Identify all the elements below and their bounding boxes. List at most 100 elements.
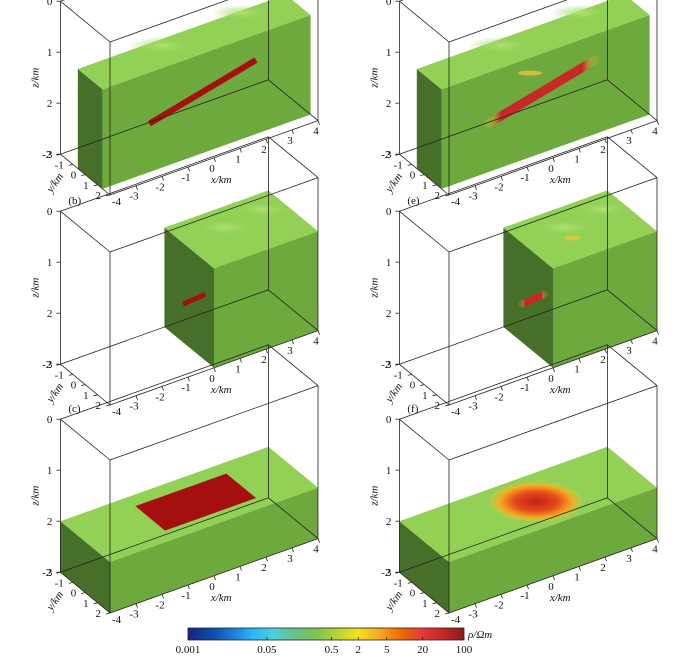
y-tick [68, 582, 73, 584]
y-tick-label: -2 [42, 359, 51, 371]
z-axis-label: z/km [29, 68, 41, 89]
x-tick-label: -1 [181, 382, 190, 394]
x-tick [604, 349, 607, 354]
anomaly-plate [135, 473, 257, 531]
x-tick [239, 358, 242, 363]
z-tick-label: 2 [386, 98, 392, 110]
y-corner-tick-label: -4 [451, 406, 461, 418]
y-corner-tick-label: -4 [112, 614, 122, 626]
colorbar-tick-label: 20 [417, 644, 429, 656]
y-tick-label: -2 [42, 567, 51, 579]
z-tick-label: 2 [47, 516, 53, 528]
x-tick-label: 1 [235, 154, 241, 166]
z-axis-label: z/km [368, 68, 380, 89]
y-tick [93, 602, 98, 605]
y-tick-label: 1 [83, 390, 89, 402]
x-tick-label: 3 [287, 135, 293, 147]
x-tick-label: 1 [574, 364, 580, 376]
box-edge [399, 497, 608, 573]
x-tick [474, 395, 477, 400]
z-tick-label: 0 [386, 206, 392, 218]
x-tick [526, 166, 529, 172]
topography-hill [551, 4, 612, 21]
z-tick-label: 3 [386, 567, 392, 579]
box-edge [60, 79, 269, 155]
block-side-face [60, 521, 110, 613]
x-tick [161, 594, 164, 599]
topography-hill [233, 201, 294, 218]
topography-hill [530, 218, 599, 237]
y-tick-label: -2 [381, 149, 390, 161]
box-edge [607, 344, 658, 386]
x-tick-label: -3 [129, 401, 139, 413]
x-tick-label: -1 [520, 382, 529, 394]
y-tick-label: -1 [394, 159, 403, 171]
x-tick-label: 3 [287, 553, 293, 565]
topography-hill [191, 218, 260, 237]
x-axis-label: x/km [549, 174, 571, 186]
y-tick-label: -2 [42, 149, 51, 161]
x-tick [578, 566, 581, 571]
panel-label: (e) [407, 195, 420, 207]
z-tick-label: 2 [47, 98, 53, 110]
y-tick-label: 0 [71, 588, 77, 600]
x-tick [604, 557, 607, 562]
y-tick-label: 0 [410, 588, 416, 600]
x-tick [500, 176, 503, 181]
box-edge [60, 136, 269, 212]
box-edge [399, 0, 404, 2]
x-tick [239, 566, 242, 571]
colorbar-ticks: 0.001 0.05 0.5 2 5 20 100 [176, 637, 473, 656]
y-tick-label: 1 [83, 598, 89, 610]
x-tick [630, 129, 633, 135]
y-tick-label: 0 [71, 380, 77, 392]
box-edge [607, 497, 658, 539]
z-tick-label: 1 [47, 257, 53, 269]
x-tick-label: 4 [313, 126, 319, 138]
z-tick-label: 0 [47, 414, 53, 426]
z-tick-label: 0 [386, 414, 392, 426]
box-edge [268, 497, 319, 539]
box-edge [268, 289, 319, 331]
y-tick [81, 592, 86, 594]
x-tick-label: 0 [548, 163, 554, 175]
x-tick [500, 386, 503, 391]
x-axis-label: x/km [549, 384, 571, 396]
x-tick [526, 584, 529, 590]
anomaly-recovered [518, 290, 548, 308]
x-tick-label: 2 [600, 144, 606, 156]
box-edge [607, 136, 658, 178]
x-tick [630, 547, 633, 553]
block-side-face [399, 521, 449, 613]
x-tick [291, 339, 294, 345]
box-edge [448, 0, 568, 43]
x-tick [161, 386, 164, 391]
anomaly-artifact [564, 235, 581, 241]
box-edge [607, 289, 658, 331]
x-axis-label: x/km [210, 384, 232, 396]
z-axis-label: z/km [29, 278, 41, 299]
x-tick [187, 166, 190, 172]
y-tick-label: 2 [96, 608, 102, 620]
anomaly-plate [147, 57, 258, 127]
anomaly-recovered [488, 480, 584, 523]
x-tick [213, 575, 216, 580]
y-tick [93, 184, 98, 187]
z-tick-label: 2 [386, 308, 392, 320]
x-tick-label: -2 [494, 391, 503, 403]
x-tick-label: -1 [181, 172, 190, 184]
topography-hill [572, 201, 633, 218]
x-tick [604, 139, 607, 144]
colorbar-tick-label: 0.001 [176, 644, 201, 656]
x-axis-label: x/km [549, 592, 571, 604]
x-tick [265, 349, 268, 354]
y-tick-label: 0 [410, 380, 416, 392]
box-edge [399, 418, 450, 461]
x-tick [187, 376, 190, 382]
box-edge [60, 0, 111, 43]
block-front-face [214, 231, 318, 368]
